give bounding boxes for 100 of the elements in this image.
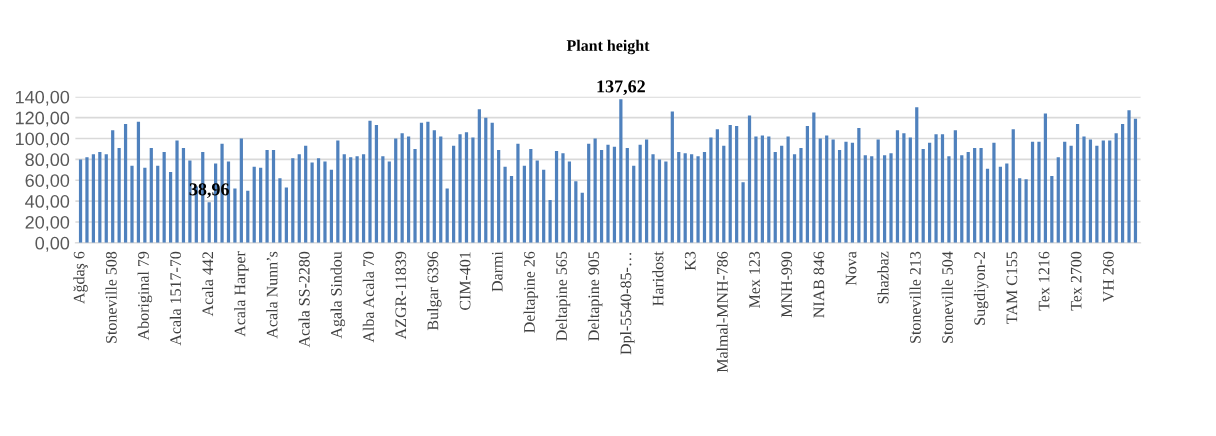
bar (696, 156, 700, 243)
bar (728, 124, 732, 243)
bar (265, 150, 269, 243)
bar (985, 168, 990, 243)
bar (310, 162, 314, 243)
data-label: 38,96 (189, 183, 229, 199)
bar (406, 136, 411, 243)
bar (529, 148, 533, 243)
bar (98, 152, 102, 243)
bar (503, 166, 507, 243)
bar (1005, 163, 1009, 243)
bar (284, 187, 288, 243)
bar (863, 155, 867, 243)
bar (1082, 136, 1086, 243)
bar (419, 122, 424, 243)
bar (1114, 133, 1118, 243)
x-tick-label: Stoneville 504 (941, 251, 953, 343)
bar (554, 151, 559, 243)
bar (1063, 141, 1067, 243)
bar (542, 169, 546, 243)
bar (143, 167, 147, 243)
x-tick-label: Deltapine 565 (555, 251, 571, 341)
bar (664, 161, 668, 243)
bar (606, 144, 610, 243)
bar (497, 150, 501, 243)
bar (336, 140, 340, 243)
bar (509, 176, 514, 243)
bar (953, 130, 957, 243)
data-label: 137,62 (597, 80, 645, 96)
bar (104, 154, 108, 243)
bar (233, 188, 237, 243)
bar (355, 156, 359, 243)
bar (947, 156, 951, 243)
bar (567, 161, 572, 243)
bar (381, 156, 385, 243)
bar (1133, 118, 1138, 243)
bar (1120, 123, 1125, 243)
bar (1069, 145, 1073, 243)
x-tick-label: Bulgar 6396 (427, 251, 442, 331)
x-tick-label: Deltapine 905 (587, 251, 603, 341)
bar (683, 153, 687, 243)
bar (786, 136, 790, 243)
bar (1127, 110, 1131, 243)
bar (490, 122, 494, 243)
x-tick-label: Agala Sindou (330, 251, 346, 339)
bar (1095, 145, 1099, 243)
bar (902, 133, 906, 243)
bar (651, 154, 655, 243)
bar (445, 188, 449, 243)
bar (612, 146, 617, 243)
bar (889, 153, 893, 243)
bar (876, 139, 880, 243)
bar (870, 156, 874, 243)
x-tick-label: Darmi (491, 251, 503, 292)
bar (162, 152, 166, 243)
x-tick-label: Ağdaş 6 (73, 251, 88, 304)
bar (677, 152, 681, 243)
bar (805, 126, 810, 243)
bar (175, 140, 179, 243)
y-tick-label: 120,00 (15, 111, 70, 127)
x-tick-label: AZGR-11839 (395, 251, 407, 340)
bar (882, 155, 887, 243)
bar (574, 181, 578, 243)
bar (78, 159, 83, 243)
bar (252, 166, 256, 243)
bar (522, 165, 526, 243)
bar (91, 154, 96, 243)
bar (735, 126, 739, 243)
y-tick-label: 80,00 (25, 153, 70, 169)
bar (657, 159, 662, 243)
bar (960, 155, 964, 243)
bar (136, 121, 141, 243)
x-tick-label: Acala 1517-70 (169, 251, 182, 346)
bar (1043, 113, 1048, 243)
bar (374, 124, 379, 243)
x-tick-label: K3 (684, 251, 696, 271)
bar (117, 147, 121, 243)
x-tick-label: Acala Nunn’s (266, 251, 278, 339)
x-tick-label: Nova (845, 251, 857, 286)
bar (297, 154, 301, 243)
bar (837, 150, 842, 243)
bar (349, 157, 353, 243)
x-tick-label: Stoneville 508 (105, 251, 117, 343)
bar (760, 135, 764, 243)
x-tick-label: MNH-990 (781, 251, 793, 318)
bar (979, 147, 983, 243)
x-tick-label: CIM-401 (459, 252, 471, 310)
x-tick-label: Acala 442 (201, 252, 214, 317)
x-tick-label: Dpl-5540-85-… (620, 252, 635, 355)
bar (715, 129, 719, 243)
x-tick-label: Alba Acala 70 (362, 251, 374, 343)
bar (632, 165, 636, 243)
bar (844, 141, 848, 243)
bar (792, 154, 797, 243)
bar (741, 182, 745, 243)
x-tick-label: Aboriginal 79 (137, 251, 153, 341)
x-tick-label: Tex 1216 (1038, 251, 1050, 311)
bar (342, 154, 346, 243)
bar (484, 117, 488, 243)
bar (535, 160, 539, 243)
